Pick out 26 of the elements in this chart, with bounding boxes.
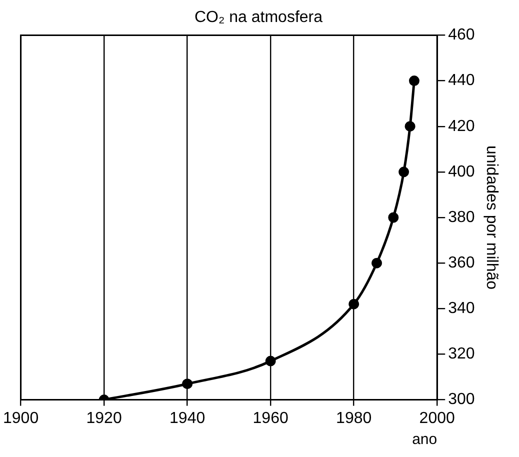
y-tick-label: 420 bbox=[448, 118, 475, 135]
x-tick-label: 1920 bbox=[86, 410, 122, 427]
point bbox=[265, 356, 276, 366]
point bbox=[371, 258, 382, 268]
y-tick-label: 460 bbox=[448, 26, 475, 44]
point bbox=[404, 121, 416, 132]
point bbox=[348, 298, 360, 310]
x-tick-label: 1940 bbox=[170, 410, 206, 427]
y-tick-label: 380 bbox=[448, 208, 475, 226]
point bbox=[388, 212, 399, 223]
y-axis-title: unidades por milhão bbox=[482, 145, 500, 290]
x-tick-label: 1960 bbox=[252, 410, 288, 427]
x-tick-label: 1900 bbox=[3, 410, 39, 427]
x-tick-label: 2000 bbox=[419, 410, 456, 427]
x-axis-title: ano bbox=[412, 431, 438, 448]
y-tick-label: 320 bbox=[448, 346, 475, 363]
y-tick-label: 440 bbox=[448, 72, 475, 90]
y-tick-label: 340 bbox=[448, 300, 475, 318]
point bbox=[182, 378, 193, 390]
point bbox=[398, 166, 410, 178]
chart-title: CO₂ na atmosfera bbox=[194, 9, 323, 26]
y-tick-label: 400 bbox=[448, 163, 475, 180]
x-tick-label: 1980 bbox=[336, 410, 372, 427]
y-tick-label: 360 bbox=[448, 254, 475, 272]
point bbox=[408, 76, 420, 86]
y-tick-label: 300 bbox=[448, 391, 475, 408]
